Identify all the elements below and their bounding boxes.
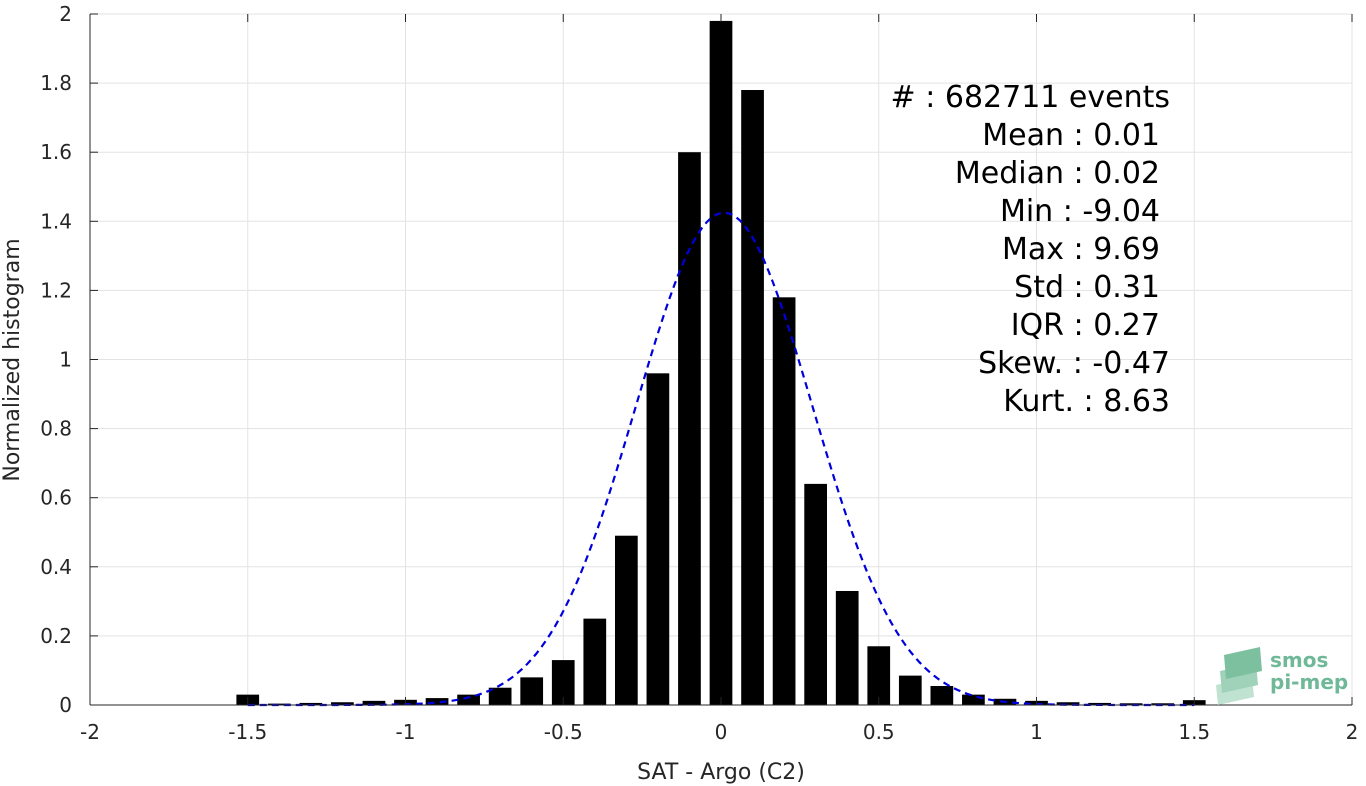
x-tick-label: -2 bbox=[80, 720, 100, 744]
histogram-bar bbox=[488, 687, 512, 705]
x-tick-label: 1 bbox=[1030, 720, 1043, 744]
histogram-bar bbox=[898, 675, 922, 705]
y-tick-labels: 0 0.2 0.4 0.6 0.8 1 1.2 1.4 1.6 1.8 2 bbox=[40, 2, 72, 717]
y-tick-label: 0.2 bbox=[40, 624, 72, 648]
histogram-bar bbox=[741, 90, 764, 705]
logo-line-2: pi-mep bbox=[1270, 670, 1348, 694]
smos-pi-mep-logo: smos pi-mep bbox=[1216, 647, 1348, 705]
stats-line: Median : 0.02 bbox=[955, 156, 1160, 191]
y-tick-label: 0 bbox=[59, 693, 72, 717]
plot-axes bbox=[89, 13, 1353, 706]
histogram-bar bbox=[835, 590, 859, 705]
histogram-bar bbox=[520, 677, 544, 705]
x-tick-labels: -2 -1.5 -1 -0.5 0 0.5 1 1.5 2 bbox=[80, 720, 1358, 744]
histogram-bar bbox=[930, 685, 954, 705]
histogram-bar bbox=[362, 700, 386, 705]
histogram-bar bbox=[583, 618, 607, 705]
y-tick-label: 0.8 bbox=[40, 417, 72, 441]
y-tick-label: 1 bbox=[59, 348, 72, 372]
histogram-bar bbox=[804, 483, 828, 705]
logo-mark-icon bbox=[1216, 647, 1262, 705]
histogram-bar bbox=[867, 646, 891, 705]
stats-line: Max : 9.69 bbox=[1002, 232, 1160, 267]
y-axis-label: Normalized histogram bbox=[0, 238, 25, 481]
histogram-bar bbox=[614, 535, 638, 705]
stats-line: Kurt. : 8.63 bbox=[1003, 384, 1170, 419]
histogram-bar bbox=[962, 694, 985, 705]
y-tick-label: 1.4 bbox=[40, 209, 72, 233]
y-tick-label: 0.4 bbox=[40, 555, 72, 579]
histogram-bar bbox=[709, 20, 733, 706]
histogram-bars bbox=[236, 20, 1206, 706]
histogram-bar bbox=[772, 297, 796, 705]
x-tick-label: -1 bbox=[396, 720, 416, 744]
y-tick-label: 1.8 bbox=[40, 71, 72, 95]
stats-line: Mean : 0.01 bbox=[982, 118, 1160, 153]
stats-line: Std : 0.31 bbox=[1014, 270, 1160, 305]
histogram-bar bbox=[457, 694, 480, 705]
histogram-bar bbox=[551, 660, 575, 705]
histogram-bar bbox=[646, 373, 670, 705]
stats-line: # : 682711 events bbox=[891, 80, 1170, 115]
histogram-bar bbox=[1119, 703, 1143, 705]
histogram-bar bbox=[678, 152, 701, 705]
x-tick-label: 1.5 bbox=[1178, 720, 1210, 744]
histogram-bar bbox=[1056, 702, 1080, 705]
y-tick-label: 1.6 bbox=[40, 140, 72, 164]
x-tick-label: -0.5 bbox=[544, 720, 583, 744]
y-tick-label: 0.6 bbox=[40, 486, 72, 510]
x-tick-label: 2 bbox=[1346, 720, 1359, 744]
logo-line-1: smos bbox=[1270, 648, 1328, 672]
stats-line: Skew. : -0.47 bbox=[978, 346, 1170, 381]
stats-line: Min : -9.04 bbox=[1000, 194, 1160, 229]
histogram-bar bbox=[331, 702, 354, 705]
y-tick-label: 1.2 bbox=[40, 278, 72, 302]
x-tick-label: 0.5 bbox=[863, 720, 895, 744]
stats-line: IQR : 0.27 bbox=[1011, 308, 1160, 343]
y-tick-label: 2 bbox=[59, 2, 72, 26]
histogram-bar bbox=[425, 698, 449, 705]
x-tick-label: 0 bbox=[715, 720, 728, 744]
histogram-bar bbox=[267, 703, 291, 705]
x-tick-label: -1.5 bbox=[228, 720, 267, 744]
x-axis-label: SAT - Argo (C2) bbox=[637, 760, 805, 785]
